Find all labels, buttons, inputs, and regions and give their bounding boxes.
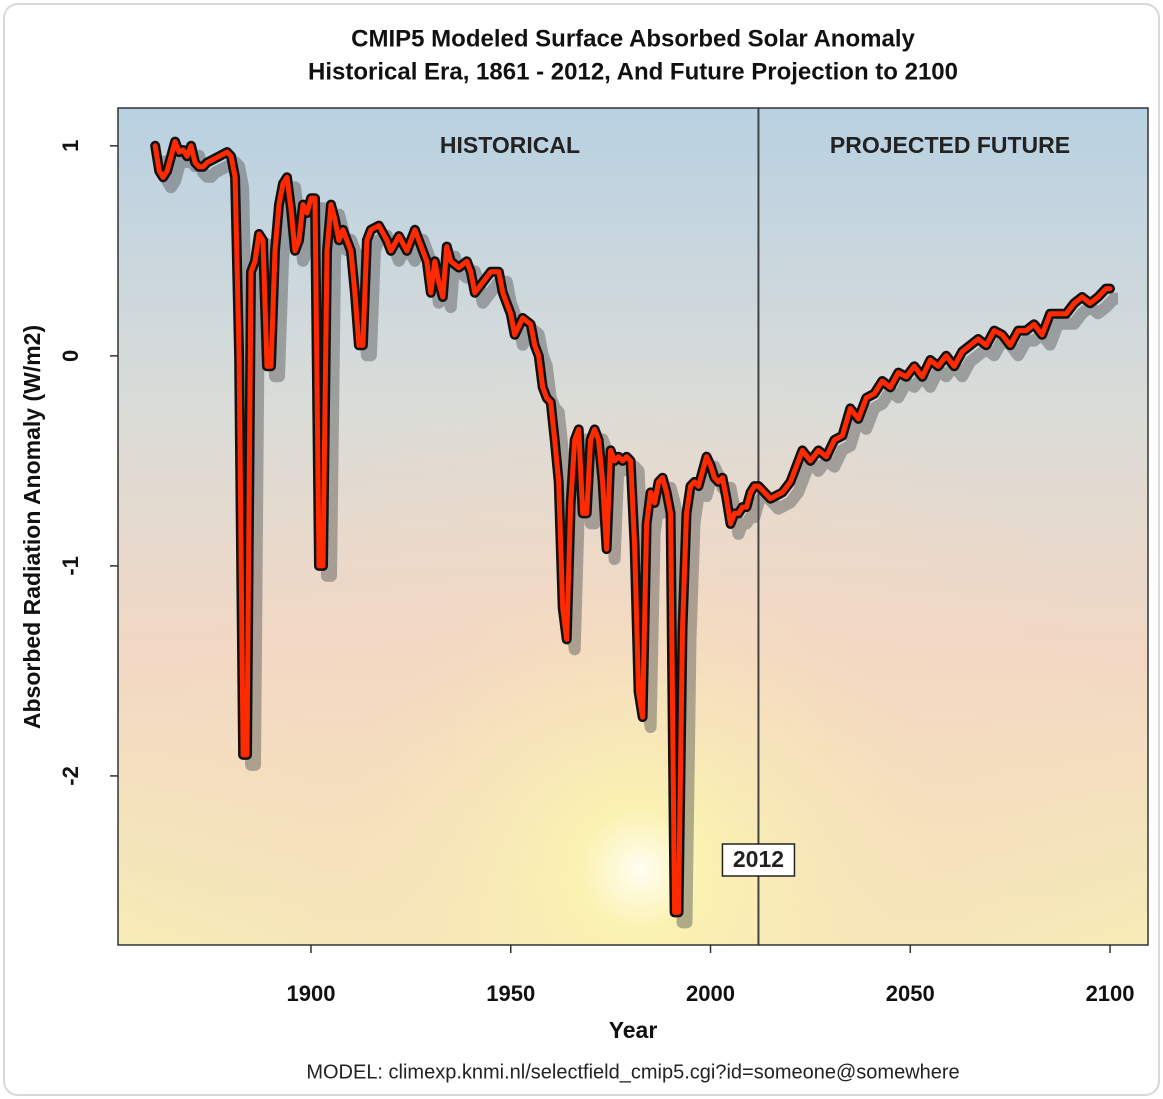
data-line [152,139,1113,915]
x-tick-label: 2100 [1086,981,1135,1006]
x-tick-label: 2000 [686,981,735,1006]
annotation: PROJECTED FUTURE [830,132,1070,158]
plot-border [117,107,1149,946]
caption: MODEL: climexp.knmi.nl/selectfield_cmip5… [306,1061,959,1083]
y-tick-label: 0 [58,350,83,362]
chart-subtitle: Historical Era, 1861 - 2012, And Future … [308,58,958,85]
y-axis-label: Absorbed Radiation Anomaly (W/m2) [19,325,45,729]
x-axis-label: Year [609,1017,658,1043]
x-tick-label: 1900 [286,981,335,1006]
y-tick-label: 1 [58,140,83,152]
y-tick-label: -1 [58,556,83,576]
x-tick-label: 2050 [886,981,935,1006]
divider-label: 2012 [733,846,784,872]
divider-label-box [721,843,796,877]
y-tick-label: -2 [58,766,83,786]
annotation: HISTORICAL [440,132,580,158]
chart-title: CMIP5 Modeled Surface Absorbed Solar Ano… [351,25,915,52]
x-tick-label: 1950 [486,981,535,1006]
